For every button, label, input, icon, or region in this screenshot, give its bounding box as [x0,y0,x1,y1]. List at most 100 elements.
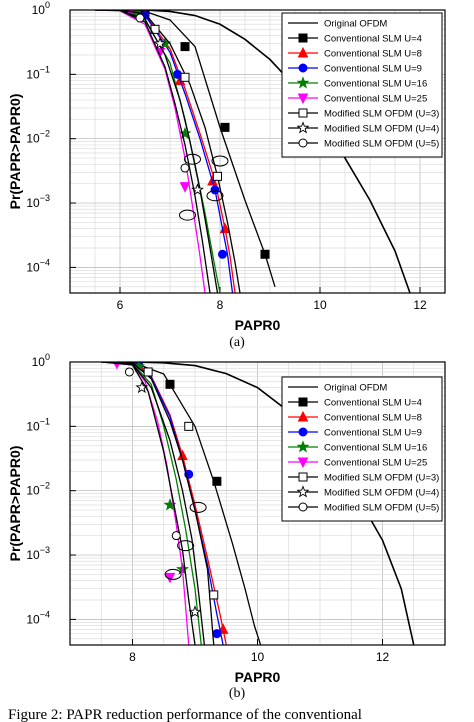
legend-box [281,12,443,158]
legend-swatch-marker [297,410,309,422]
legend-entry: Conventional SLM U=9 [324,64,422,75]
y-tick-label: 10−4 [26,609,50,626]
series-line [94,10,219,293]
legend-entry: Conventional SLM U=25 [324,94,427,105]
y-tick-label: 10−2 [26,481,50,498]
x-axis-label: PAPR0 [235,669,281,685]
subfigure-label-a: (a) [229,335,245,350]
data-point-marker [260,249,270,259]
chart-panel-b: 8 10 12 100 10−1 10−2 10−3 10−4 PAPR0 Pr(PAPR>PAP… [7,352,446,685]
data-point-marker [180,163,190,173]
series-group [94,10,411,293]
x-tick-label: 10 [313,298,327,312]
legend-swatch-marker [296,121,310,134]
x-tick-label: 8 [129,650,136,664]
data-point-marker [212,476,222,486]
legend-swatch-marker [296,440,310,453]
series-line [101,362,206,645]
legend-swatch-marker [297,457,309,469]
y-tick-label: 10−3 [26,193,50,210]
data-point-marker [135,380,149,394]
legend-entry: Modified SLM OFDM (U=3) [324,473,439,484]
legend-swatch-marker [296,485,310,498]
annotation-ellipse [206,190,224,202]
data-point-marker [213,171,222,181]
series-line [101,362,215,645]
annotation-ellipse [179,209,196,221]
legend-entry: Modified SLM OFDM (U=3) [324,109,439,120]
legend: Original OFDM Conventional SLM U=4 Convent… [281,12,443,158]
legend-entry: Original OFDM [324,19,387,30]
annotation-ellipse [164,568,182,580]
x-tick-label: 6 [117,298,124,312]
series-line [94,10,211,293]
data-point-marker [188,605,202,618]
series-line [101,362,196,645]
legend-swatch-marker [298,108,308,118]
series-group [101,362,415,645]
legend-swatch-marker [298,33,308,43]
data-point-marker [171,531,181,541]
series-line [94,10,236,293]
series-line [94,10,206,293]
legend-swatch-marker [298,138,308,148]
legend-swatch-marker [298,472,308,482]
legend-entry: Conventional SLM U=16 [324,79,427,90]
data-point-marker [143,367,153,377]
legend-entry: Conventional SLM U=16 [324,443,427,454]
x-tick-label: 10 [251,650,265,664]
legend-entry: Conventional SLM U=4 [324,34,422,45]
annotation-ellipse [177,540,195,552]
y-tick-label: 10−3 [26,545,50,562]
data-point-marker [135,13,145,23]
data-point-marker [180,72,190,82]
y-tick-label: 100 [32,0,50,17]
legend-entry: Conventional SLM U=25 [324,458,427,469]
legend-entry: Conventional SLM U=9 [324,428,422,439]
y-axis-label: Pr(PAPR>PAPR0) [7,446,23,562]
x-tick-label: 12 [376,650,390,664]
data-point-marker [124,367,134,377]
annotation-ellipse [189,501,207,513]
series-line [94,10,241,293]
legend-swatch-marker [296,76,310,89]
data-point-marker [179,182,191,193]
data-point-marker [165,379,175,389]
data-point-marker [212,629,222,639]
legend: Original OFDM Conventional SLM U=4 Convent… [281,376,443,522]
data-point-marker [153,36,167,50]
annotation-ellipse [184,153,201,165]
legend-swatch-marker [297,46,309,58]
data-point-marker [178,126,192,140]
legend-entry: Conventional SLM U=8 [324,413,422,424]
annotation-ellipse [211,155,229,167]
legend-entry: Modified SLM OFDM (U=5) [324,503,439,514]
data-point-marker [209,590,219,600]
legend-entry: Modified SLM OFDM (U=5) [324,139,439,150]
legend-box [281,376,443,522]
y-tick-label: 100 [32,352,50,369]
legend-swatch-marker [298,427,308,437]
data-point-marker [180,42,190,52]
legend-swatch-marker [298,63,308,73]
legend-swatch-marker [298,502,308,512]
y-axis-label: Pr(PAPR>PAPR0) [7,94,23,210]
data-point-marker [218,249,227,259]
data-point-marker [210,185,220,195]
data-point-marker [184,421,194,431]
plot-frame [69,361,446,646]
y-tick-label: 10−1 [26,416,50,433]
x-tick-label: 8 [217,298,224,312]
legend-entry: Conventional SLM U=8 [324,49,422,60]
data-point-marker [173,69,182,79]
legend-entry: Conventional SLM U=4 [324,398,422,409]
figure-caption: Figure 2: PAPR reduction performance of … [8,707,362,722]
subfigure-label-b: (b) [229,686,246,701]
legend-entry: Original OFDM [324,383,387,394]
y-tick-label: 10−2 [26,129,50,146]
legend-swatch-marker [297,93,309,105]
chart-panel-a: 6 8 10 12 100 10−1 10−2 10−3 10−4 PAPR0 Pr(PAPR>PA… [7,0,446,333]
data-point-marker [220,122,230,132]
y-tick-label: 10−1 [26,64,50,81]
